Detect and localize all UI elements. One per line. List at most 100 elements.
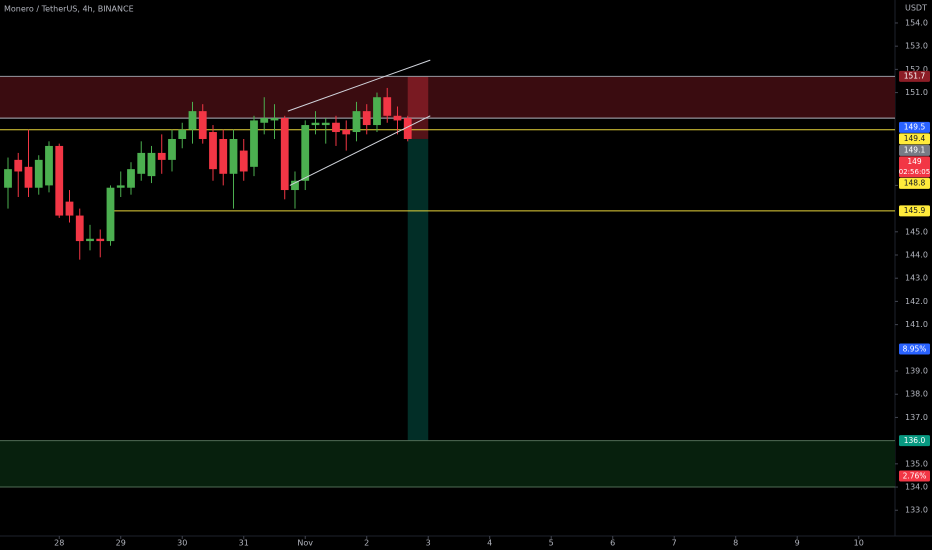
price-marker — [899, 133, 930, 145]
y-tick-label: 153.0 — [905, 42, 928, 51]
stop-percent — [899, 470, 930, 482]
y-tick-label: 151.0 — [905, 88, 928, 97]
price-marker — [899, 177, 930, 189]
candle-body — [270, 118, 279, 121]
candle-body — [311, 122, 320, 126]
x-tick-label: 29 — [116, 539, 126, 548]
price-marker-label: 151.7 — [904, 72, 926, 81]
plot-area — [0, 59, 895, 488]
target-percent-label: 8.95% — [903, 344, 927, 353]
candle-body — [280, 118, 289, 191]
candle-body — [342, 129, 351, 135]
y-tick-label: 152.0 — [905, 65, 928, 74]
candle-body — [188, 111, 197, 130]
zone — [0, 440, 895, 488]
candle-body — [86, 238, 94, 242]
currency-label: USDT — [905, 4, 927, 13]
candle-body — [383, 97, 392, 116]
trend-line — [289, 115, 431, 186]
x-tick-label: 3 — [426, 539, 431, 548]
trend-line — [287, 59, 431, 112]
candle-body — [291, 180, 299, 191]
y-tick-label: 144.0 — [905, 251, 928, 260]
candle-body — [75, 215, 84, 242]
candle-body — [96, 238, 105, 242]
y-tick-label: 143.0 — [905, 274, 928, 283]
price-marker-label: 145.9 — [904, 206, 926, 215]
countdown-label: 02:56:05 — [899, 168, 930, 176]
x-tick-label: 28 — [54, 539, 64, 548]
price-marker-label: 136.0 — [904, 436, 926, 445]
candle-body — [55, 145, 64, 216]
x-tick-label: 4 — [487, 539, 492, 548]
y-tick-label: 138.0 — [905, 390, 928, 399]
candle-body — [147, 152, 156, 177]
candle-body — [239, 150, 248, 172]
candle-body — [137, 152, 146, 174]
candle-body — [168, 138, 176, 160]
x-tick-label: Nov — [297, 539, 313, 548]
y-tick-label: 145.0 — [905, 227, 928, 236]
y-tick-label: 154.0 — [905, 18, 928, 27]
x-tick-label: 6 — [610, 539, 615, 548]
candle-body — [157, 152, 166, 160]
candle-body — [373, 97, 381, 126]
candle-body — [229, 138, 238, 174]
zone — [0, 76, 895, 119]
y-tick-label: 137.0 — [905, 413, 928, 422]
chart-title: Monero / TetherUS, 4h, BINANCE — [4, 5, 134, 14]
x-tick-label: 10 — [854, 539, 864, 548]
candle-body — [362, 111, 371, 126]
price-marker — [899, 205, 930, 217]
price-marker — [899, 121, 930, 133]
price-marker-label: 149 — [907, 157, 922, 166]
x-tick-label: 7 — [672, 539, 677, 548]
price-marker — [899, 435, 930, 447]
x-tick-label: 8 — [733, 539, 738, 548]
candle-body — [352, 111, 361, 133]
candle-body — [34, 159, 43, 188]
x-tick-label: 9 — [795, 539, 800, 548]
y-tick-label: 134.0 — [905, 483, 928, 492]
candle-body — [198, 111, 207, 139]
candle-body — [4, 169, 12, 188]
target-percent — [899, 343, 930, 355]
candle-body — [116, 185, 125, 188]
candle-body — [393, 115, 402, 121]
y-tick-label: 141.0 — [905, 320, 928, 329]
y-tick-label: 142.0 — [905, 297, 928, 306]
candle-body — [250, 120, 258, 167]
candle-body — [209, 132, 217, 170]
candle-body — [45, 145, 53, 186]
price-marker — [899, 156, 930, 178]
price-marker-label: 149.1 — [904, 146, 926, 155]
stop-percent-label: 2.76% — [903, 471, 927, 480]
price-marker — [899, 144, 930, 156]
candle-body — [24, 166, 33, 188]
candle-body — [332, 122, 340, 133]
candle-body — [260, 118, 269, 123]
candle-body — [219, 138, 228, 174]
candle-body — [321, 122, 330, 126]
price-marker — [899, 70, 930, 82]
candle-body — [127, 169, 135, 188]
x-tick-label: 30 — [177, 539, 187, 548]
candle-body — [65, 201, 74, 216]
y-tick-label: 135.0 — [905, 459, 928, 468]
candle-body — [403, 118, 412, 139]
stop-zone — [407, 76, 429, 139]
target-zone — [407, 138, 429, 441]
x-tick-label: 2 — [364, 539, 369, 548]
price-marker-label: 149.4 — [904, 134, 926, 143]
candle-body — [178, 129, 187, 139]
y-tick-label: 139.0 — [905, 367, 928, 376]
price-marker-label: 149.5 — [904, 123, 926, 132]
candle-body — [14, 159, 23, 172]
y-tick-label: 133.0 — [905, 506, 928, 515]
price-marker-label: 148.8 — [904, 179, 926, 188]
x-tick-label: 31 — [239, 539, 249, 548]
candle-body — [106, 187, 115, 242]
candle-body — [301, 125, 310, 181]
x-tick-label: 5 — [549, 539, 554, 548]
